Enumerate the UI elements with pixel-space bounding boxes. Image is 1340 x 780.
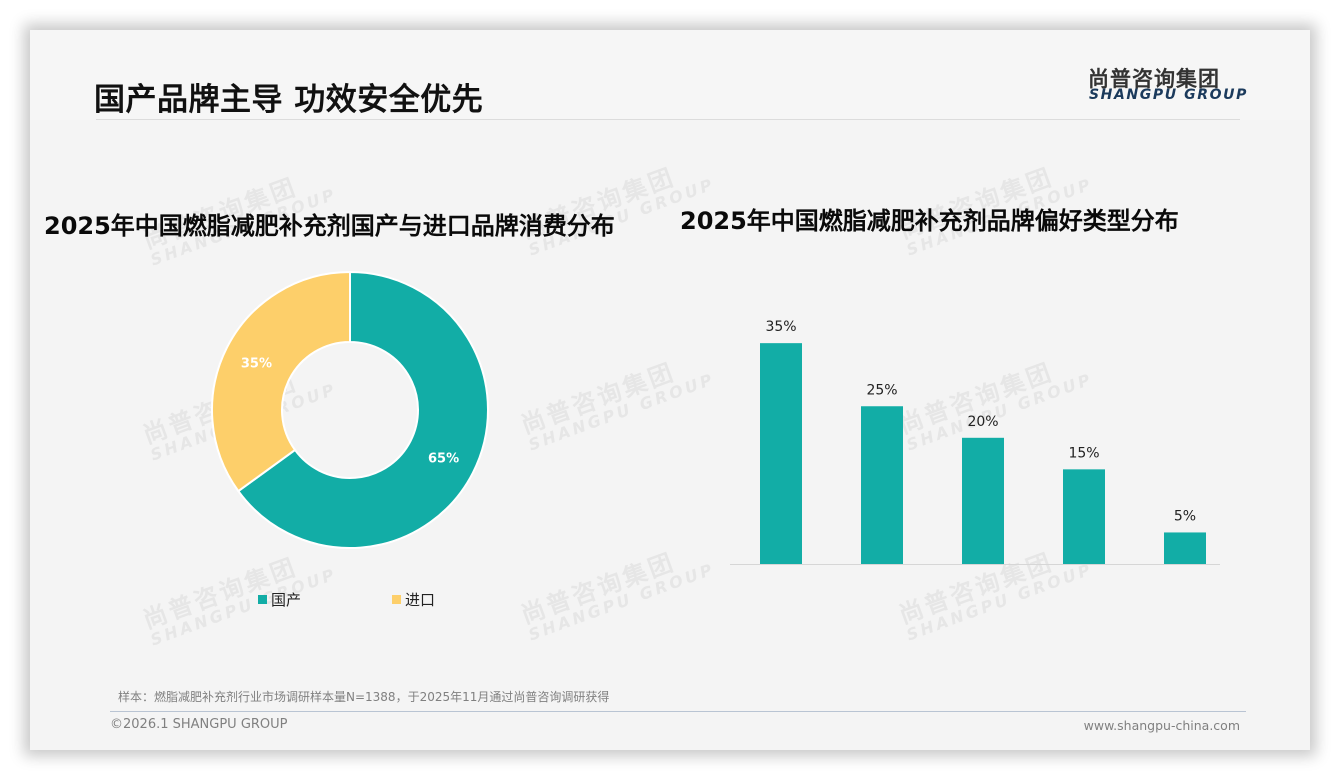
copyright: ©2026.1 SHANGPU GROUP: [110, 717, 288, 732]
bar-value-label: 20%: [967, 414, 998, 430]
bar-value-label: 15%: [1068, 445, 1099, 461]
donut-slice-import: [211, 270, 351, 493]
bar-chart-title: 2025年中国燃脂减肥补充剂品牌偏好类型分布: [680, 207, 1179, 235]
slide: 尚普咨询集团 SHANGPU GROUP 尚普咨询集团 SHANGPU GROUP 尚普…: [30, 30, 1310, 750]
sample-note: 样本：燃脂减肥补充剂行业市场调研样本量N=1388，于2025年11月通过尚普咨…: [118, 690, 610, 704]
bar: [1063, 469, 1105, 564]
donut-label-import: 35%: [241, 356, 272, 371]
website-link[interactable]: www.shangpu-china.com: [1083, 718, 1240, 733]
legend-item-import: 进口: [392, 589, 435, 610]
bar-value-label: 35%: [765, 319, 796, 335]
donut-chart: 65% 35%: [211, 270, 489, 549]
bar-value-label: 5%: [1174, 508, 1196, 524]
bar: [962, 437, 1004, 564]
bar-value-label: 25%: [866, 382, 897, 398]
bar-chart: 35%功效导向型25%安全信任型20%价格敏感型15%品牌忠诚型5%渠道便利型: [730, 319, 1220, 565]
legend-label-import: 进口: [405, 591, 436, 609]
legend-swatch-import: [392, 595, 401, 604]
legend-swatch-domestic: [258, 595, 267, 604]
company-logo-en: SHANGPU GROUP: [1089, 87, 1248, 103]
company-logo-cn: 尚普咨询集团: [1088, 67, 1220, 91]
bar: [760, 343, 802, 564]
bar: [1164, 532, 1206, 564]
page-title: 国产品牌主导 功效安全优先: [94, 82, 484, 118]
donut-label-domestic: 65%: [428, 452, 459, 467]
header-band: [30, 30, 1310, 120]
donut-chart-title: 2025年中国燃脂减肥补充剂国产与进口品牌消费分布: [44, 212, 615, 240]
header-divider: [96, 119, 1240, 120]
footer-divider: [110, 711, 1246, 712]
bar: [861, 406, 903, 564]
donut-slice-domestic: [236, 270, 489, 549]
legend-item-domestic: 国产: [258, 589, 301, 610]
legend-label-domestic: 国产: [271, 591, 302, 609]
